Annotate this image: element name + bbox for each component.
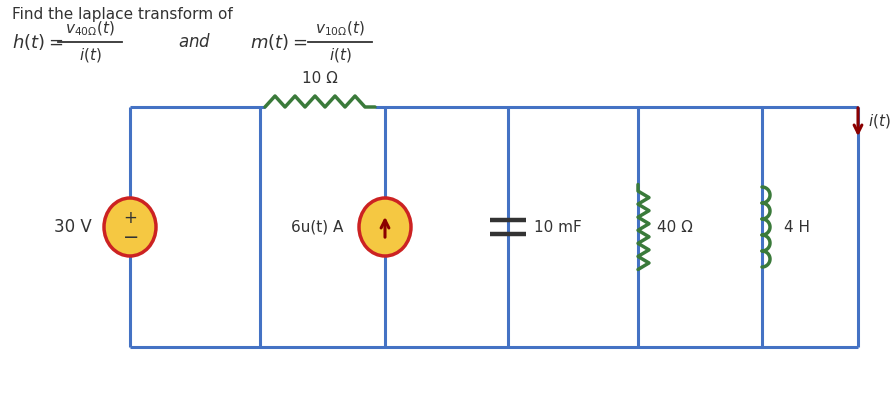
Text: $v_{10\Omega}(t)$: $v_{10\Omega}(t)$ bbox=[315, 20, 365, 38]
Text: $i(t)$: $i(t)$ bbox=[79, 46, 102, 64]
Text: 30 V: 30 V bbox=[54, 218, 92, 236]
Ellipse shape bbox=[104, 198, 156, 256]
Text: $and$: $and$ bbox=[179, 33, 212, 51]
Text: Find the laplace transform of: Find the laplace transform of bbox=[12, 7, 233, 22]
Text: $i(t)$: $i(t)$ bbox=[329, 46, 351, 64]
Text: 4 H: 4 H bbox=[784, 220, 810, 234]
Text: $m(t) =$: $m(t) =$ bbox=[250, 32, 307, 52]
Text: 40 Ω: 40 Ω bbox=[657, 220, 693, 234]
Text: $+$: $+$ bbox=[123, 209, 137, 227]
Text: 10 Ω: 10 Ω bbox=[302, 71, 338, 86]
Text: $i(t)$: $i(t)$ bbox=[868, 112, 890, 130]
Text: $v_{40\Omega}(t)$: $v_{40\Omega}(t)$ bbox=[65, 20, 115, 38]
Text: $h(t) =$: $h(t) =$ bbox=[12, 32, 63, 52]
Text: 6u(t) A: 6u(t) A bbox=[290, 220, 343, 234]
Text: $-$: $-$ bbox=[121, 226, 138, 245]
Text: 10 mF: 10 mF bbox=[534, 220, 581, 234]
Ellipse shape bbox=[359, 198, 411, 256]
